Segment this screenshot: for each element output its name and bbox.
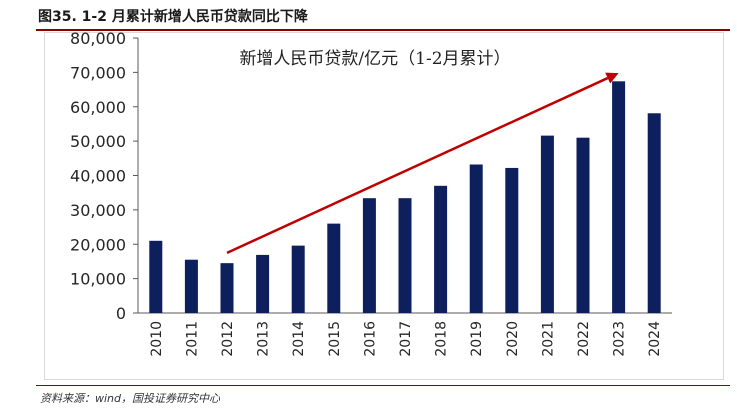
chart-title: 新增人民币贷款/亿元（1-2月累计）	[239, 49, 510, 69]
bar-2021	[540, 135, 554, 313]
x-tick-labels: 2010 2011 2012 2013 2014 2015 2016 2017 2018 2019…	[149, 321, 663, 357]
trend-arrow-line	[226, 76, 609, 254]
x-tick-label: 2014	[291, 321, 307, 357]
x-tick-label: 2011	[184, 321, 200, 357]
figure-title: 图35. 1-2 月累计新增人民币贷款同比下降	[38, 9, 308, 25]
bar-2011	[184, 259, 198, 313]
bar-2024	[647, 113, 661, 313]
bar-2010	[149, 240, 163, 313]
x-tick-label: 2020	[505, 321, 521, 357]
y-tick-label: 50,000	[70, 132, 126, 151]
y-tick-label: 70,000	[70, 63, 126, 82]
x-tick-label: 2018	[434, 321, 450, 357]
y-tick-label: 60,000	[70, 98, 126, 117]
trend-arrow-group	[226, 72, 619, 254]
trend-arrow-head	[605, 72, 619, 84]
x-tick-label: 2013	[256, 321, 272, 357]
chart-frame	[44, 32, 724, 380]
x-tick-label: 2022	[576, 321, 592, 357]
bar-2020	[505, 167, 519, 313]
x-tick-label: 2016	[362, 321, 378, 357]
y-tick-label: 10,000	[70, 270, 126, 289]
y-tick-label: 20,000	[70, 235, 126, 254]
source-note: 资料来源：wind，国投证券研究中心	[40, 392, 221, 405]
bar-2022	[576, 137, 590, 313]
x-tick-label: 2023	[612, 321, 628, 357]
bar-2014	[291, 245, 305, 313]
x-tick-label: 2010	[149, 321, 165, 357]
bar-2019	[469, 164, 483, 313]
bar-2018	[434, 185, 448, 313]
bar-2016	[362, 198, 376, 313]
bars-group	[149, 81, 661, 313]
x-tick-label: 2017	[398, 321, 414, 357]
x-tick-label: 2012	[220, 321, 236, 357]
bar-2015	[327, 223, 341, 313]
y-tick-labels: 0 10,000 20,000 30,000 40,000 50,000 60,000 70,…	[70, 29, 126, 323]
x-tick-label: 2015	[327, 321, 343, 357]
x-tick-label: 2021	[540, 321, 556, 357]
y-tick-label: 80,000	[70, 29, 126, 48]
bar-2013	[256, 254, 270, 313]
top-rule	[36, 29, 730, 31]
bar-2017	[398, 198, 412, 313]
bottom-rule	[36, 385, 730, 386]
bar-2012	[220, 263, 234, 313]
y-tick-label: 30,000	[70, 201, 126, 220]
y-tick-label: 40,000	[70, 167, 126, 186]
bar-2023	[612, 81, 626, 313]
y-tick-label: 0	[116, 304, 126, 323]
x-tick-label: 2019	[469, 321, 485, 357]
x-tick-label: 2024	[647, 321, 663, 357]
